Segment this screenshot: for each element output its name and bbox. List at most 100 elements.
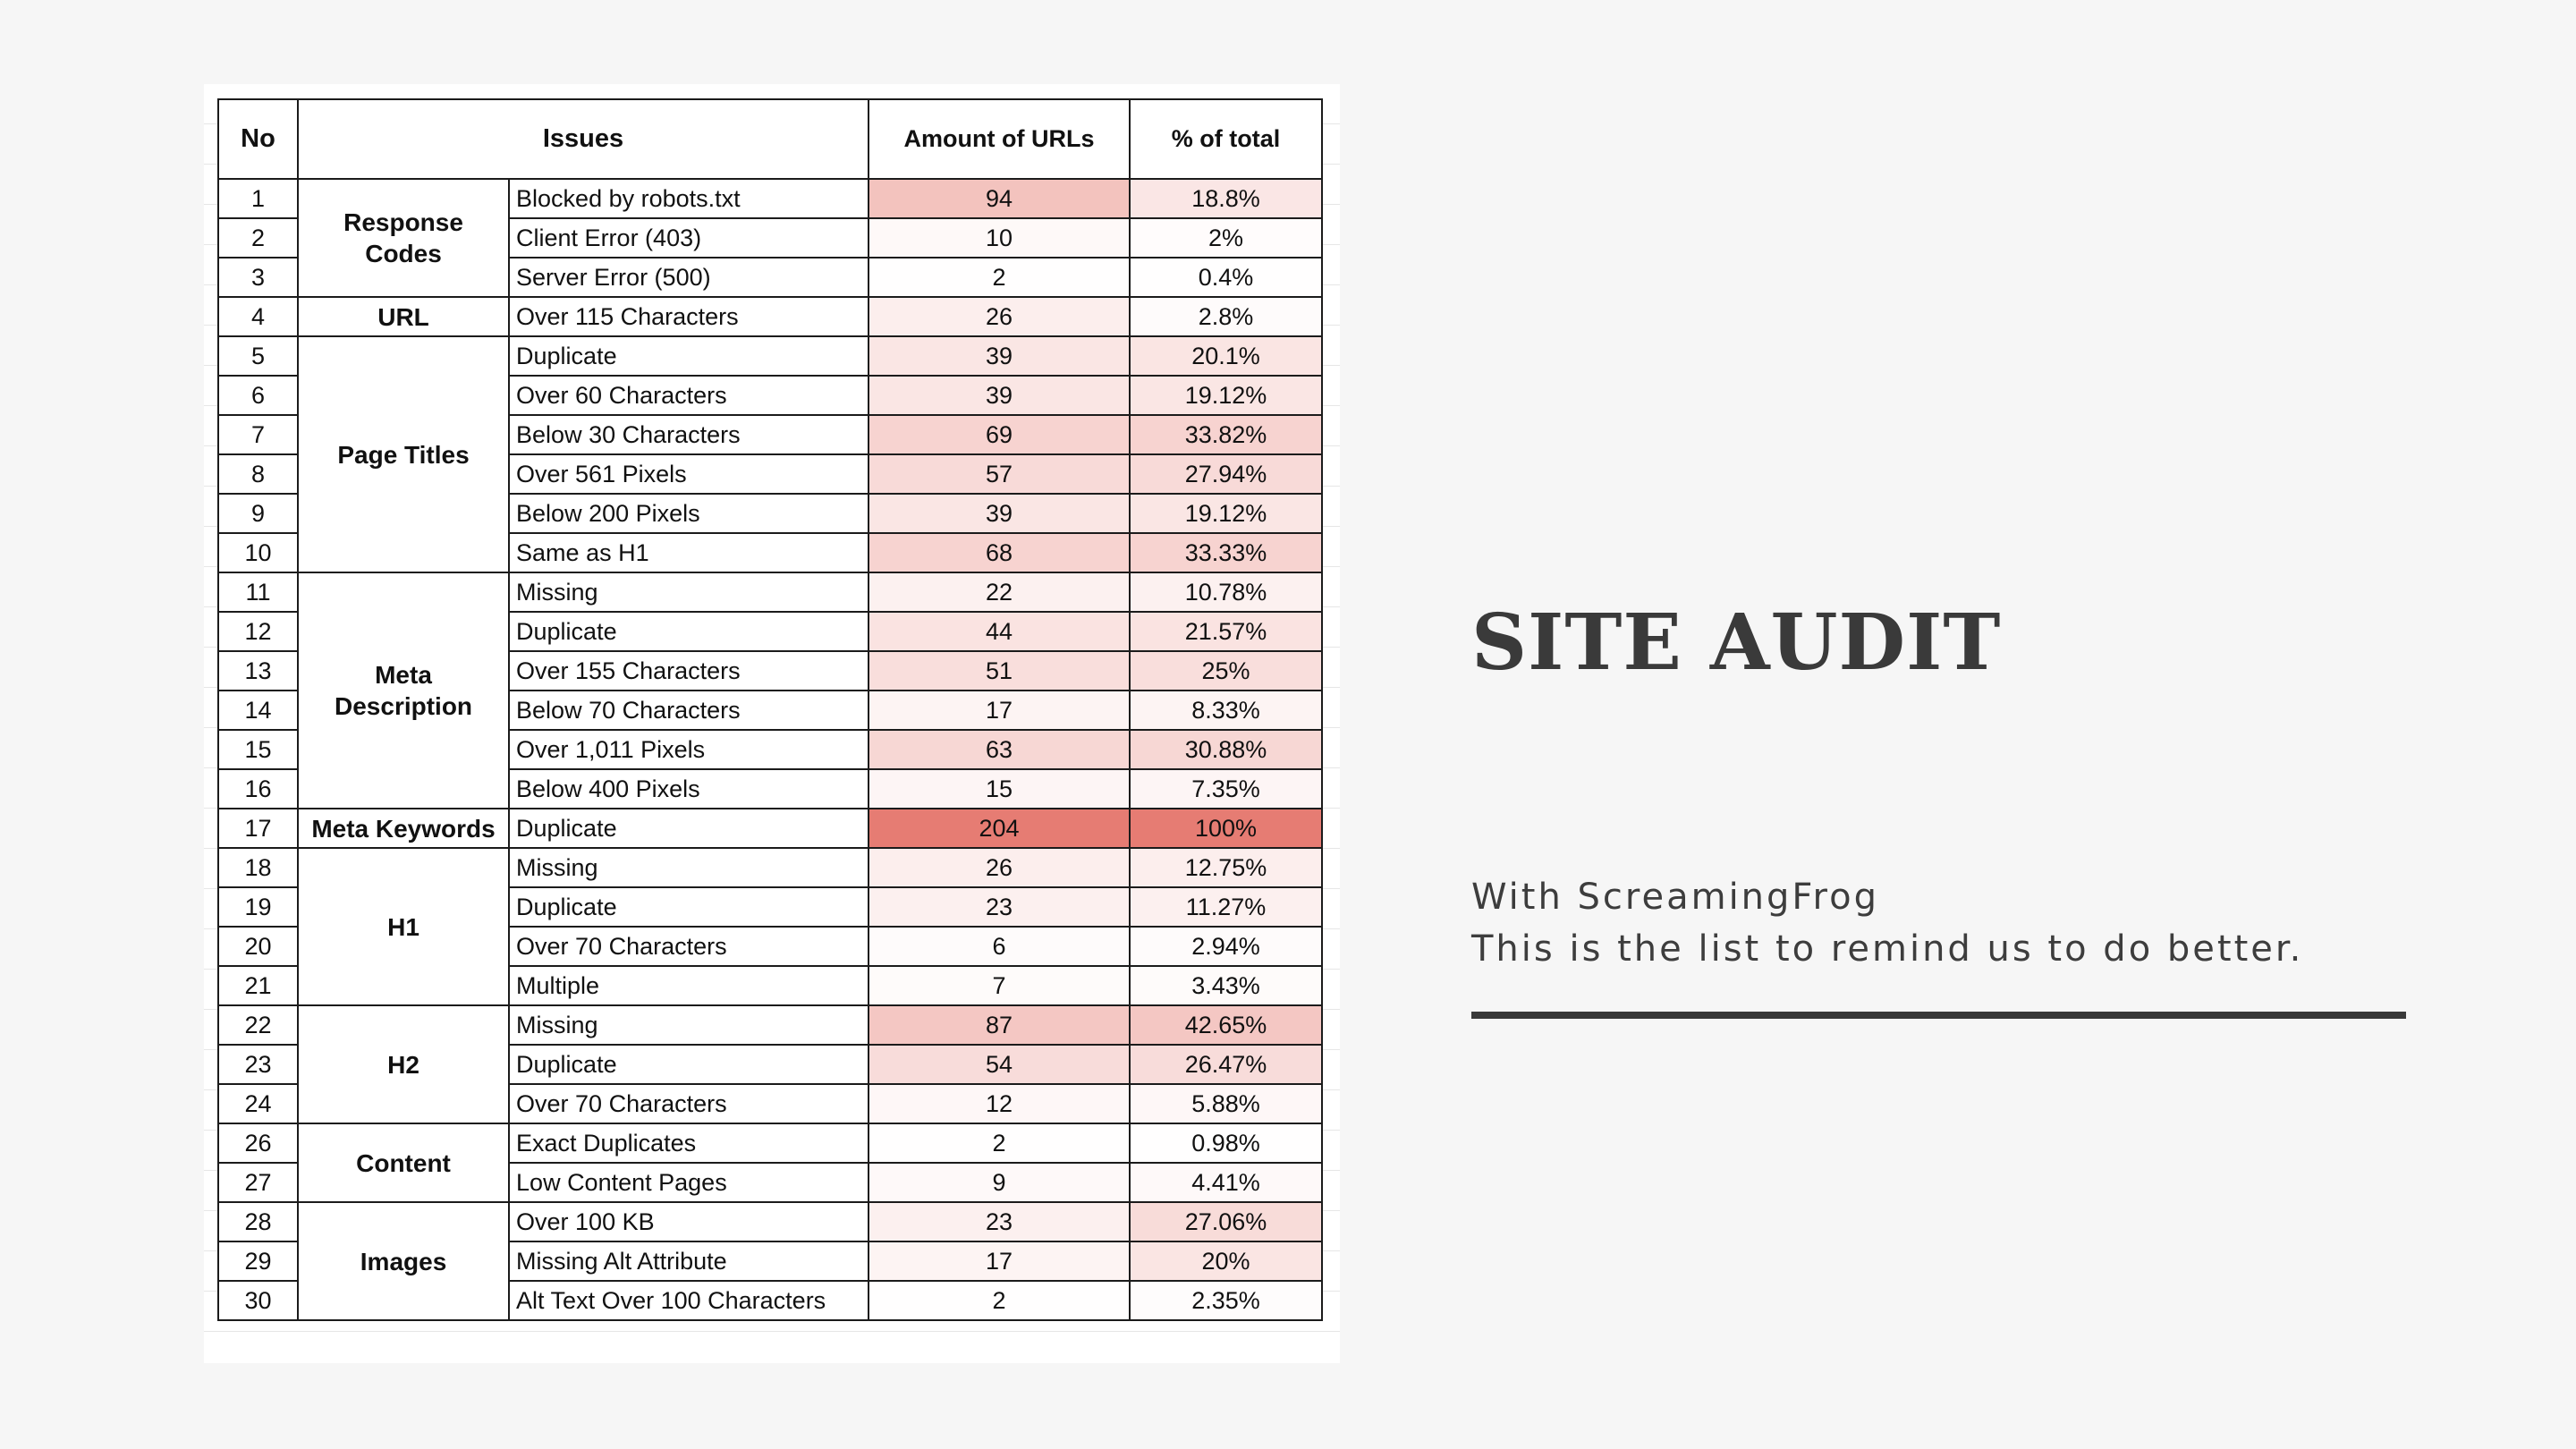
amount-of-urls: 44 (868, 611, 1131, 652)
percent-of-total: 33.33% (1129, 532, 1324, 573)
issue-name: Duplicate (508, 808, 870, 849)
table-row: 19 Duplicate 23 11.27% (217, 886, 1324, 928)
percent-of-total: 2.94% (1129, 926, 1324, 967)
row-number: 19 (217, 886, 299, 928)
row-number: 8 (217, 453, 299, 495)
amount-of-urls: 54 (868, 1044, 1131, 1085)
row-number: 26 (217, 1123, 299, 1164)
issue-category: URL (296, 296, 511, 337)
table-row: 2 Client Error (403) 10 2% (217, 217, 1324, 258)
table-row: 15 Over 1,011 Pixels 63 30.88% (217, 729, 1324, 770)
percent-of-total: 12.75% (1129, 847, 1324, 888)
percent-of-total: 42.65% (1129, 1004, 1324, 1046)
row-number: 20 (217, 926, 299, 967)
table-row: 16 Below 400 Pixels 15 7.35% (217, 768, 1324, 809)
issue-name: Over 70 Characters (508, 926, 870, 967)
header-amount: Amount of URLs (868, 98, 1131, 180)
row-number: 30 (217, 1280, 299, 1321)
percent-of-total: 27.06% (1129, 1201, 1324, 1242)
amount-of-urls: 23 (868, 1201, 1131, 1242)
amount-of-urls: 7 (868, 965, 1131, 1006)
amount-of-urls: 69 (868, 414, 1131, 455)
amount-of-urls: 17 (868, 1241, 1131, 1282)
row-number: 4 (217, 296, 299, 337)
issue-name: Below 400 Pixels (508, 768, 870, 809)
table-row: 11 Meta Description Missing 22 10.78% (217, 572, 1324, 809)
issue-name: Same as H1 (508, 532, 870, 573)
issue-name: Missing (508, 847, 870, 888)
percent-of-total: 11.27% (1129, 886, 1324, 928)
percent-of-total: 10.78% (1129, 572, 1324, 613)
row-number: 1 (217, 178, 299, 219)
row-number: 15 (217, 729, 299, 770)
table-row: 20 Over 70 Characters 6 2.94% (217, 926, 1324, 967)
amount-of-urls: 39 (868, 335, 1131, 377)
amount-of-urls: 2 (868, 1280, 1131, 1321)
issue-name: Missing (508, 1004, 870, 1046)
table-row: 30 Alt Text Over 100 Characters 2 2.35% (217, 1280, 1324, 1321)
row-number: 24 (217, 1083, 299, 1124)
table-row: 5 Page Titles Duplicate 39 20.1% (217, 335, 1324, 573)
amount-of-urls: 51 (868, 650, 1131, 691)
issue-name: Blocked by robots.txt (508, 178, 870, 219)
issue-category: Images (296, 1201, 511, 1321)
row-number: 27 (217, 1162, 299, 1203)
slide-subtitle-line1: With ScreamingFrog (1471, 877, 1879, 918)
percent-of-total: 0.98% (1129, 1123, 1324, 1164)
row-number: 21 (217, 965, 299, 1006)
issue-category: H1 (296, 847, 511, 1006)
amount-of-urls: 39 (868, 493, 1131, 534)
issue-name: Over 60 Characters (508, 375, 870, 416)
amount-of-urls: 2 (868, 257, 1131, 298)
percent-of-total: 20% (1129, 1241, 1324, 1282)
issue-name: Low Content Pages (508, 1162, 870, 1203)
percent-of-total: 5.88% (1129, 1083, 1324, 1124)
table-row: 29 Missing Alt Attribute 17 20% (217, 1241, 1324, 1282)
row-number: 13 (217, 650, 299, 691)
amount-of-urls: 68 (868, 532, 1131, 573)
percent-of-total: 30.88% (1129, 729, 1324, 770)
header-no: No (217, 98, 299, 180)
amount-of-urls: 57 (868, 453, 1131, 495)
amount-of-urls: 204 (868, 808, 1131, 849)
amount-of-urls: 17 (868, 690, 1131, 731)
row-number: 3 (217, 257, 299, 298)
table-row: 12 Duplicate 44 21.57% (217, 611, 1324, 652)
table-row: 17 Meta Keywords Duplicate 204 100% (217, 808, 1324, 849)
amount-of-urls: 10 (868, 217, 1131, 258)
issue-name: Duplicate (508, 335, 870, 377)
issue-name: Below 70 Characters (508, 690, 870, 731)
percent-of-total: 19.12% (1129, 375, 1324, 416)
issue-name: Multiple (508, 965, 870, 1006)
issue-name: Alt Text Over 100 Characters (508, 1280, 870, 1321)
amount-of-urls: 39 (868, 375, 1131, 416)
issue-name: Below 200 Pixels (508, 493, 870, 534)
issue-name: Missing (508, 572, 870, 613)
row-number: 11 (217, 572, 299, 613)
amount-of-urls: 26 (868, 847, 1131, 888)
row-number: 18 (217, 847, 299, 888)
row-number: 5 (217, 335, 299, 377)
row-number: 10 (217, 532, 299, 573)
table-row: 22 H2 Missing 87 42.65% (217, 1004, 1324, 1124)
row-number: 23 (217, 1044, 299, 1085)
row-number: 17 (217, 808, 299, 849)
issue-category: Page Titles (296, 335, 511, 573)
amount-of-urls: 26 (868, 296, 1131, 337)
table-row: 18 H1 Missing 26 12.75% (217, 847, 1324, 1006)
percent-of-total: 25% (1129, 650, 1324, 691)
row-number: 14 (217, 690, 299, 731)
row-number: 6 (217, 375, 299, 416)
table-row: 24 Over 70 Characters 12 5.88% (217, 1083, 1324, 1124)
issue-category: Response Codes (296, 178, 511, 298)
amount-of-urls: 12 (868, 1083, 1131, 1124)
issue-category: Meta Description (296, 572, 511, 809)
issue-name: Duplicate (508, 611, 870, 652)
row-number: 7 (217, 414, 299, 455)
row-number: 28 (217, 1201, 299, 1242)
slide-subtitle-line2: This is the list to remind us to do bett… (1471, 928, 2304, 970)
issue-name: Over 100 KB (508, 1201, 870, 1242)
table-row: 23 Duplicate 54 26.47% (217, 1044, 1324, 1085)
row-number: 29 (217, 1241, 299, 1282)
table-row: 7 Below 30 Characters 69 33.82% (217, 414, 1324, 455)
